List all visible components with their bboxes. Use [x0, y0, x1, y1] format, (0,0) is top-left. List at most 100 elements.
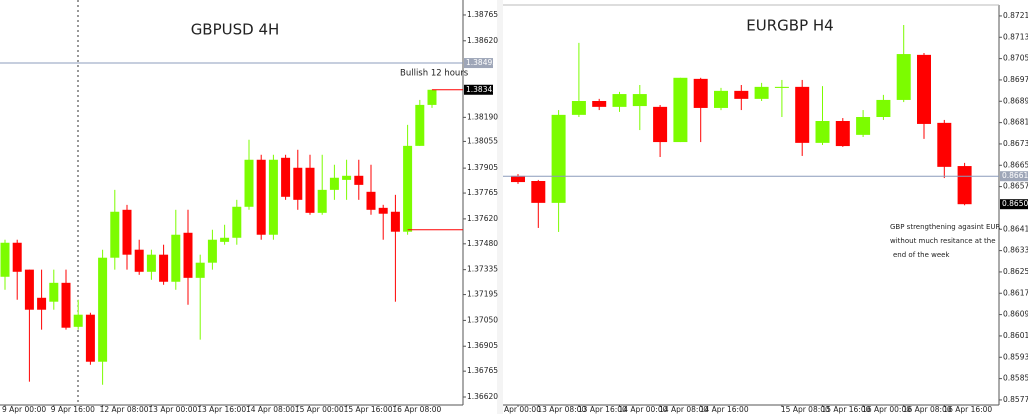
y-tick-label: 1.37765: [467, 188, 498, 197]
candle-body: [896, 54, 911, 100]
y-tick-label: 1.36905: [467, 341, 498, 350]
x-tick-label: 12 Apr 08:00: [100, 405, 149, 414]
annotation: end of the week: [893, 251, 950, 259]
x-tick-label: 9 Apr 16:00: [51, 405, 95, 414]
x-tick-label: 14 Apr 00:00: [619, 405, 668, 414]
candle-body: [531, 181, 546, 203]
y-tick-label: 0.86095: [1003, 310, 1028, 319]
candle-body: [378, 207, 388, 214]
x-tick-label: 14 Apr 08:00: [659, 405, 708, 414]
candle-body: [220, 237, 230, 242]
candle-body: [957, 166, 972, 205]
candle-body: [171, 234, 181, 282]
price-box-label: 0.86509: [1002, 199, 1028, 208]
candle-body: [342, 175, 352, 180]
candle-body: [653, 106, 668, 143]
x-tick-label: 13 Apr 00:00: [148, 405, 197, 414]
candle-body: [195, 262, 205, 278]
candle-body: [207, 239, 217, 263]
candle-body: [134, 249, 144, 272]
candle-body: [354, 175, 364, 185]
x-tick-label: 15 Apr 16:00: [822, 405, 871, 414]
x-tick-label: Apr 00:00: [504, 405, 541, 414]
candle-body: [329, 177, 339, 190]
candle-body: [390, 211, 400, 232]
candle-body: [37, 297, 47, 310]
x-tick-label: 13 Apr 16:00: [578, 405, 627, 414]
candle-body: [632, 94, 647, 107]
annotation: Bullish 12 hours: [400, 69, 469, 79]
y-tick-label: 0.86415: [1003, 224, 1028, 233]
y-tick-label: 0.86895: [1003, 96, 1028, 105]
price-box: [1000, 171, 1028, 182]
x-tick-label: 15 Apr 08:00: [781, 405, 830, 414]
y-tick-label: 1.36620: [467, 392, 498, 401]
candle-body: [98, 257, 108, 362]
candle-body: [774, 86, 789, 88]
candle-body: [244, 159, 254, 207]
candle-body: [73, 314, 83, 327]
candle-body: [511, 175, 525, 183]
y-tick-label: 1.37050: [467, 315, 498, 324]
candle-body: [427, 89, 437, 105]
y-tick-label: 0.86335: [1003, 246, 1028, 255]
candle-body: [592, 101, 607, 107]
candle-body: [551, 114, 566, 203]
price-box-label: 1.38495: [466, 58, 497, 67]
candle-body: [61, 282, 71, 328]
candle-body: [571, 101, 586, 115]
annotation: GBP strengthening agasint EUR: [890, 223, 1001, 231]
candle-body: [281, 157, 291, 197]
y-tick-label: 1.38765: [467, 10, 498, 19]
candle-body: [85, 314, 95, 362]
price-box-label: 0.86614: [1002, 171, 1028, 180]
y-tick-label: 1.37480: [467, 239, 498, 248]
price-box-label: 1.38345: [466, 85, 497, 94]
y-tick-label: 0.86015: [1003, 331, 1028, 340]
candle-body: [937, 122, 952, 167]
y-tick-label: 0.86255: [1003, 267, 1028, 276]
price-box: [464, 84, 493, 95]
candle-body: [917, 54, 931, 124]
y-tick-label: 1.38620: [467, 36, 498, 45]
candle-body: [293, 167, 303, 200]
y-tick-label: 0.86735: [1003, 139, 1028, 148]
x-tick-label: 14 Apr 08:00: [246, 405, 295, 414]
candle-body: [403, 145, 413, 232]
candle-body: [734, 90, 749, 99]
x-tick-label: 16 Apr 08:00: [903, 405, 952, 414]
candle-body: [49, 282, 59, 302]
annotation: without much resitance at the: [890, 237, 996, 245]
candle-body: [256, 159, 266, 235]
candle-body: [754, 86, 769, 99]
candle-body: [317, 189, 327, 213]
candle-body: [415, 104, 425, 146]
candle-body: [795, 86, 810, 143]
x-tick-label: 16 Apr 00:00: [862, 405, 911, 414]
candle-body: [232, 206, 242, 238]
candle-body: [714, 90, 728, 108]
y-tick-label: 0.85935: [1003, 352, 1028, 361]
candle-body: [110, 211, 120, 258]
price-box: [464, 58, 493, 69]
candle-body: [856, 117, 871, 135]
x-tick-label: 13 Apr 16:00: [197, 405, 246, 414]
x-tick-label: 16 Apr 16:00: [943, 405, 992, 414]
y-tick-label: 0.86575: [1003, 182, 1028, 191]
chart-title: GBPUSD 4H: [191, 21, 280, 39]
y-tick-label: 1.38190: [467, 112, 498, 121]
y-tick-label: 1.37620: [467, 214, 498, 223]
candle-body: [0, 242, 10, 277]
candle-body: [24, 269, 34, 310]
candle-body: [876, 99, 891, 117]
y-tick-label: 1.37195: [467, 290, 498, 299]
x-tick-label: 16 Apr 08:00: [392, 405, 441, 414]
y-tick-label: 1.37905: [467, 163, 498, 172]
candle-body: [305, 167, 315, 213]
y-tick-label: 0.87055: [1003, 54, 1028, 63]
y-tick-label: 1.37335: [467, 265, 498, 274]
candle-body: [122, 209, 132, 255]
candle-body: [693, 78, 708, 108]
y-tick-label: 0.85855: [1003, 374, 1028, 383]
